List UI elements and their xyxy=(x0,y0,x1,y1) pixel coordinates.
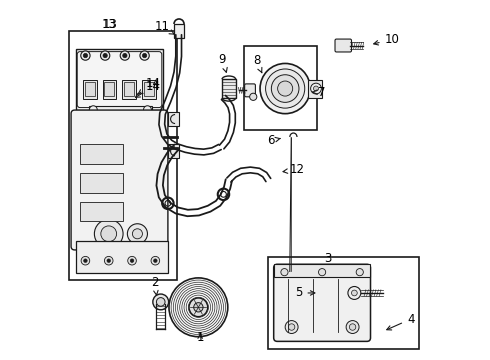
Circle shape xyxy=(169,278,228,337)
Circle shape xyxy=(104,256,113,265)
Text: 12: 12 xyxy=(283,163,304,176)
Bar xyxy=(174,24,184,39)
Text: 13: 13 xyxy=(103,18,118,31)
Circle shape xyxy=(349,324,356,330)
Bar xyxy=(168,144,179,158)
Bar xyxy=(102,80,116,99)
Bar xyxy=(144,82,154,96)
Circle shape xyxy=(128,256,136,265)
Circle shape xyxy=(314,86,318,91)
Bar xyxy=(142,80,156,99)
Bar xyxy=(80,144,123,164)
Circle shape xyxy=(81,256,90,265)
Circle shape xyxy=(271,75,299,102)
Circle shape xyxy=(95,220,123,248)
Circle shape xyxy=(260,63,310,114)
Circle shape xyxy=(84,259,87,262)
Circle shape xyxy=(144,106,151,114)
Text: 8: 8 xyxy=(253,54,262,73)
Text: 9: 9 xyxy=(219,53,227,72)
Circle shape xyxy=(153,294,169,310)
Bar xyxy=(76,49,163,110)
Circle shape xyxy=(194,303,203,312)
Circle shape xyxy=(120,51,129,60)
Bar xyxy=(76,241,168,273)
Bar xyxy=(168,112,179,126)
Text: 3: 3 xyxy=(324,252,331,265)
Text: 14: 14 xyxy=(136,80,161,97)
Circle shape xyxy=(143,53,147,58)
Circle shape xyxy=(127,224,147,244)
Circle shape xyxy=(346,320,359,333)
Circle shape xyxy=(281,269,288,276)
Text: 2: 2 xyxy=(151,276,158,295)
Circle shape xyxy=(130,259,134,262)
Circle shape xyxy=(356,269,364,276)
Bar xyxy=(309,80,322,98)
Bar xyxy=(89,106,152,114)
FancyBboxPatch shape xyxy=(274,264,370,341)
Bar xyxy=(85,82,95,96)
Text: 11: 11 xyxy=(154,21,174,35)
Text: 7: 7 xyxy=(313,86,326,99)
Circle shape xyxy=(351,290,357,296)
Bar xyxy=(124,82,134,96)
Circle shape xyxy=(103,53,107,58)
Bar xyxy=(80,173,123,193)
Circle shape xyxy=(153,259,157,262)
Circle shape xyxy=(140,51,149,60)
Circle shape xyxy=(266,69,305,108)
Bar xyxy=(122,80,136,99)
Text: 5: 5 xyxy=(295,287,315,300)
Circle shape xyxy=(311,83,321,94)
Text: 10: 10 xyxy=(374,33,399,46)
Text: 6: 6 xyxy=(268,134,280,147)
Circle shape xyxy=(107,259,111,262)
Bar xyxy=(69,31,177,280)
FancyBboxPatch shape xyxy=(335,39,351,52)
Text: 13: 13 xyxy=(101,18,116,31)
Circle shape xyxy=(289,324,295,330)
Circle shape xyxy=(348,287,361,300)
Circle shape xyxy=(250,93,257,100)
FancyBboxPatch shape xyxy=(245,84,255,97)
Circle shape xyxy=(100,51,110,60)
FancyBboxPatch shape xyxy=(71,110,168,250)
Text: 4: 4 xyxy=(387,312,415,330)
Circle shape xyxy=(285,320,298,333)
Text: 14: 14 xyxy=(138,77,161,94)
Bar xyxy=(269,257,419,348)
Circle shape xyxy=(89,106,97,114)
Bar xyxy=(222,79,236,98)
Circle shape xyxy=(278,81,293,96)
Circle shape xyxy=(156,298,165,306)
Circle shape xyxy=(101,226,117,242)
Circle shape xyxy=(132,229,143,239)
Circle shape xyxy=(189,298,208,317)
Text: 1: 1 xyxy=(196,330,204,343)
Circle shape xyxy=(81,51,90,60)
Circle shape xyxy=(318,269,326,276)
Bar xyxy=(244,45,317,130)
Bar xyxy=(104,82,115,96)
Bar xyxy=(274,264,370,277)
Circle shape xyxy=(151,256,160,265)
Bar xyxy=(83,80,97,99)
Circle shape xyxy=(122,53,127,58)
Circle shape xyxy=(83,53,88,58)
Bar xyxy=(80,202,123,221)
